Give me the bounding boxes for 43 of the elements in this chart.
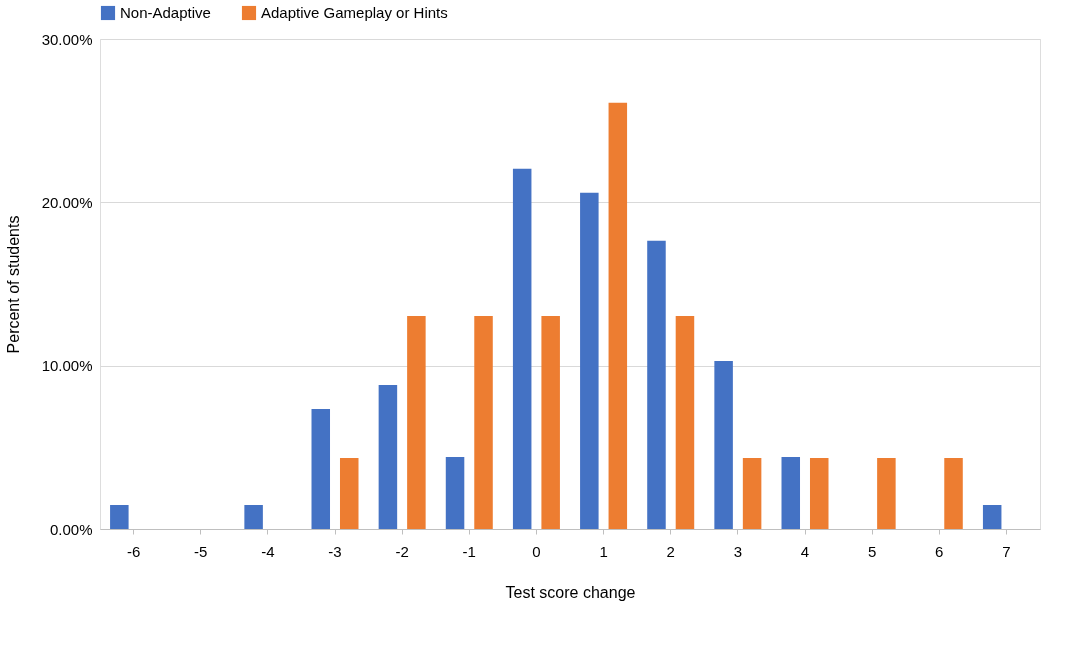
x-tick-label: 4 xyxy=(800,542,810,560)
bar xyxy=(675,316,695,529)
bar xyxy=(647,240,666,529)
bar xyxy=(445,456,465,529)
bar xyxy=(110,504,129,529)
y-tick-label: 10.00% xyxy=(41,357,93,375)
x-tick-label: 7 xyxy=(1002,542,1011,560)
bar xyxy=(742,457,762,529)
x-tick-label: 6 xyxy=(935,542,944,560)
x-axis-title: Test score change xyxy=(505,583,636,601)
x-tick-label: -4 xyxy=(261,542,275,560)
bar xyxy=(809,457,829,529)
x-tick-label: 2 xyxy=(666,542,675,560)
bar xyxy=(474,316,493,529)
bar xyxy=(877,457,896,529)
x-tick-label: -5 xyxy=(194,542,208,560)
bar xyxy=(580,192,599,529)
bar xyxy=(781,456,801,529)
bar xyxy=(407,316,426,529)
x-tick-label: -6 xyxy=(126,542,141,560)
bar xyxy=(378,384,398,529)
bar xyxy=(541,316,560,529)
bar xyxy=(244,504,263,529)
bar xyxy=(608,102,628,529)
legend-label: Adaptive Gameplay or Hints xyxy=(261,4,448,21)
bar xyxy=(982,504,1002,529)
x-tick-label: -1 xyxy=(462,542,476,560)
bar xyxy=(311,408,331,529)
bar xyxy=(714,360,733,529)
x-tick-label: 1 xyxy=(599,542,608,560)
x-tick-label: 5 xyxy=(867,542,877,560)
legend-label: Non-Adaptive xyxy=(120,4,211,21)
y-tick-label: 20.00% xyxy=(41,193,93,211)
bar xyxy=(339,457,359,529)
y-tick-label: 0.00% xyxy=(49,520,93,538)
x-tick-label: 3 xyxy=(733,542,743,560)
x-tick-label: 0 xyxy=(532,542,541,560)
bar xyxy=(512,168,532,529)
x-tick-label: -3 xyxy=(328,542,342,560)
y-tick-label: 30.00% xyxy=(41,30,93,48)
x-tick-label: -2 xyxy=(395,542,409,560)
bar xyxy=(944,457,963,529)
y-axis-title: Percent of students xyxy=(4,215,22,354)
